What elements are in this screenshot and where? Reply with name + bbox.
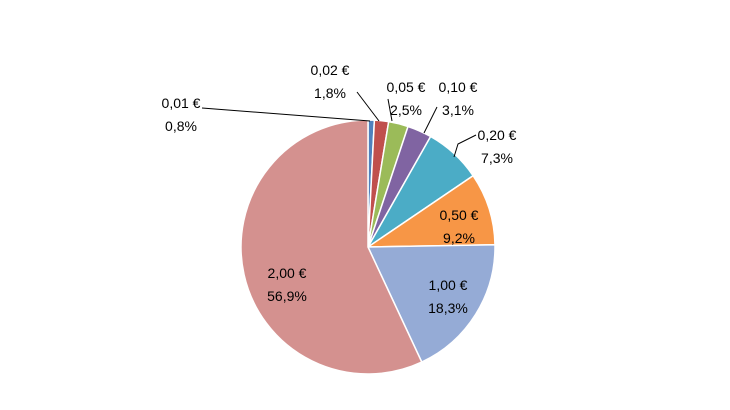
slice-percent-label: 18,3% <box>428 300 468 316</box>
slice-label-1: 0,01 € 0,8% <box>162 95 201 134</box>
slice-label-4: 0,10 € 3,1% <box>439 79 478 118</box>
slice-percent-label: 2,5% <box>390 102 422 118</box>
slice-category-label: 0,02 € <box>311 62 350 78</box>
slice-percent-label: 3,1% <box>442 102 474 118</box>
pie-slice-7 <box>366 244 496 364</box>
pie-slices <box>240 119 496 375</box>
slice-percent-label: 7,3% <box>481 150 513 166</box>
slice-label-5: 0,20 € 7,3% <box>478 127 517 166</box>
slice-percent-label: 9,2% <box>443 230 475 246</box>
leader-line-5 <box>453 134 477 158</box>
slice-label-2: 0,02 € 1,8% <box>311 62 350 101</box>
leader-line-2 <box>356 91 380 122</box>
leader-line-4 <box>423 106 438 134</box>
slice-category-label: 2,00 € <box>268 265 307 281</box>
slice-category-label: 1,00 € <box>429 277 468 293</box>
slice-label-6: 0,50 € 9,2% <box>440 207 479 246</box>
slice-category-label: 0,05 € <box>387 79 426 95</box>
leader-line-3 <box>387 98 393 122</box>
slice-label-8: 2,00 € 56,9% <box>267 265 307 304</box>
pie-slice-8 <box>240 119 423 375</box>
leader-line-1 <box>201 107 371 122</box>
slice-label-3: 0,05 € 2,5% <box>387 79 426 118</box>
slice-category-label: 0,50 € <box>440 207 479 223</box>
slice-category-label: 0,10 € <box>439 79 478 95</box>
slice-percent-label: 56,9% <box>267 288 307 304</box>
slice-percent-label: 0,8% <box>165 118 197 134</box>
slice-percent-label: 1,8% <box>314 85 346 101</box>
slice-labels: 0,01 € 0,8% 0,02 € 1,8% 0,05 € 2,5% 0,10 € 3,1%… <box>162 62 517 316</box>
slice-label-7: 1,00 € 18,3% <box>428 277 468 316</box>
slice-category-label: 0,01 € <box>162 95 201 111</box>
slice-category-label: 0,20 € <box>478 127 517 143</box>
leader-lines <box>201 91 477 158</box>
